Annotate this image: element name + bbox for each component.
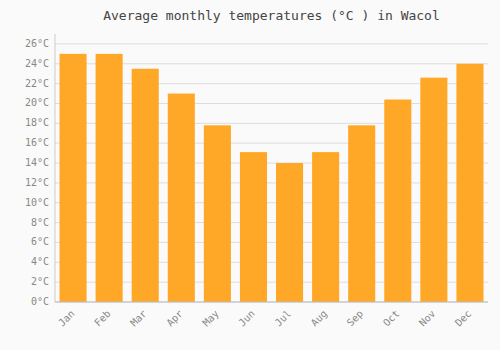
bar (420, 78, 447, 302)
y-tick-label: 0°C (31, 296, 49, 307)
x-tick-label: Jan (56, 308, 77, 329)
x-tick-label: Dec (453, 308, 474, 329)
x-tick-label: Aug (309, 308, 330, 329)
y-axis: 0°C 2°C 4°C 6°C 8°C 10°C 12°C 14°C 16°C 18°C 20°C 2… (25, 34, 55, 307)
y-tick-label: 8°C (31, 217, 49, 228)
bar (96, 54, 123, 302)
bar (276, 163, 303, 302)
x-axis: Jan Feb Mar Apr May Jun Jul Aug Sep Oct Nov Dec (55, 302, 488, 328)
y-tick-label: 6°C (31, 236, 49, 247)
bar (132, 69, 159, 302)
y-tick-label: 12°C (25, 177, 49, 188)
y-tick-label: 10°C (25, 197, 49, 208)
bars (60, 54, 484, 302)
x-tick-label: Jun (236, 308, 257, 329)
y-axis-line (55, 34, 56, 302)
x-tick-label: Apr (164, 308, 185, 329)
x-tick-label: Sep (345, 308, 366, 329)
bar (312, 152, 339, 302)
y-tick-label: 4°C (31, 256, 49, 267)
x-tick-label: Mar (128, 308, 149, 329)
y-tick-label: 20°C (25, 97, 49, 108)
bar (168, 94, 195, 302)
chart-svg: 0°C 2°C 4°C 6°C 8°C 10°C 12°C 14°C 16°C 18°C 20°C 2… (0, 0, 500, 350)
y-tick-label: 26°C (25, 38, 49, 49)
x-tick-label: May (200, 308, 221, 329)
y-tick-label: 2°C (31, 276, 49, 287)
bar (240, 152, 267, 302)
chart-container: 0°C 2°C 4°C 6°C 8°C 10°C 12°C 14°C 16°C 18°C 20°C 2… (0, 0, 500, 350)
bar (348, 125, 375, 302)
x-tick-label: Feb (92, 308, 113, 329)
bar (60, 54, 87, 302)
grid (55, 44, 488, 302)
grid-line (55, 302, 488, 303)
bar (204, 125, 231, 302)
x-tick-label: Oct (381, 308, 402, 329)
y-tick-label: 18°C (25, 117, 49, 128)
y-tick-label: 14°C (25, 157, 49, 168)
x-tick-label: Jul (273, 308, 294, 329)
title: Average monthly temperatures (°C ) in Wa… (103, 8, 440, 23)
y-tick-label: 16°C (25, 137, 49, 148)
grid-line (55, 43, 488, 44)
bar (384, 100, 411, 302)
y-tick-label: 22°C (25, 78, 49, 89)
bar (456, 64, 483, 302)
page: {"chart_data": { "type": "bar", "title":… (0, 0, 500, 350)
x-tick-label: Nov (417, 308, 438, 329)
x-axis-line (55, 302, 488, 303)
y-tick-label: 24°C (25, 58, 49, 69)
